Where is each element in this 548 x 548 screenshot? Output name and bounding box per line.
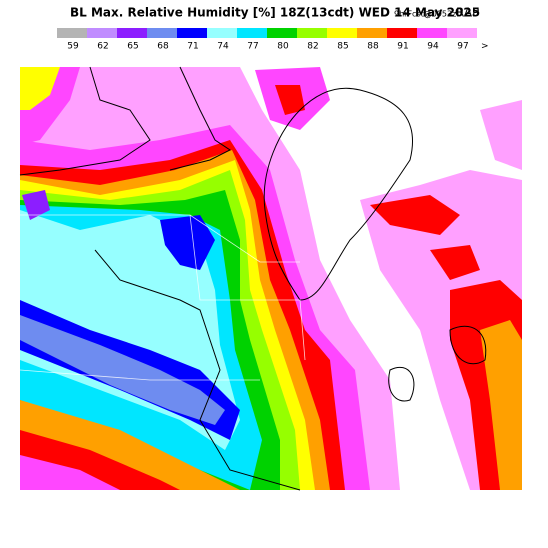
legend-label: 59	[67, 42, 79, 52]
legend-swatch	[87, 28, 117, 38]
legend-label: 74	[217, 42, 229, 52]
legend-swatch	[57, 28, 87, 38]
forecast: 9hrFcst@0953z	[394, 10, 456, 19]
legend-label: 91	[397, 42, 408, 52]
humidity-area	[20, 455, 120, 490]
legend-label: 97	[457, 42, 468, 52]
humidity-area	[480, 100, 522, 170]
humidity-area	[160, 215, 215, 270]
legend-label: 94	[427, 42, 439, 52]
legend-label: 82	[307, 42, 318, 52]
model: RAP	[456, 6, 479, 20]
humidity-area	[22, 190, 50, 220]
legend-label: 68	[157, 42, 169, 52]
legend-label: 62	[97, 42, 108, 52]
legend-swatch	[447, 28, 477, 38]
legend-swatch	[177, 28, 207, 38]
legend-label: 77	[247, 42, 258, 52]
legend-label: 88	[367, 42, 379, 52]
legend-swatch	[327, 28, 357, 38]
legend-swatch	[207, 28, 237, 38]
legend-swatch	[417, 28, 447, 38]
humidity-area	[480, 320, 522, 490]
legend-swatch	[237, 28, 267, 38]
legend-swatch	[267, 28, 297, 38]
legend-swatch	[357, 28, 387, 38]
legend-label: 71	[187, 42, 198, 52]
legend-swatch	[297, 28, 327, 38]
humidity-area	[370, 195, 460, 235]
legend-swatch	[147, 28, 177, 38]
legend-swatch	[117, 28, 147, 38]
legend: 59 62 65 68 71 74 77 80 82 85 88 91 94 97 >	[57, 28, 489, 52]
humidity-area	[275, 85, 305, 115]
humidity-area	[20, 67, 60, 110]
humidity-area	[430, 245, 480, 280]
legend-swatch	[387, 28, 417, 38]
title: BL Max. Relative Humidity [%] 18Z(13cdt)…	[70, 6, 480, 20]
map-field	[19, 66, 522, 491]
legend-overflow: >	[481, 42, 489, 52]
humidity-area	[20, 315, 225, 425]
legend-label: 65	[127, 42, 138, 52]
legend-label: 80	[277, 42, 289, 52]
legend-label: 85	[337, 42, 348, 52]
